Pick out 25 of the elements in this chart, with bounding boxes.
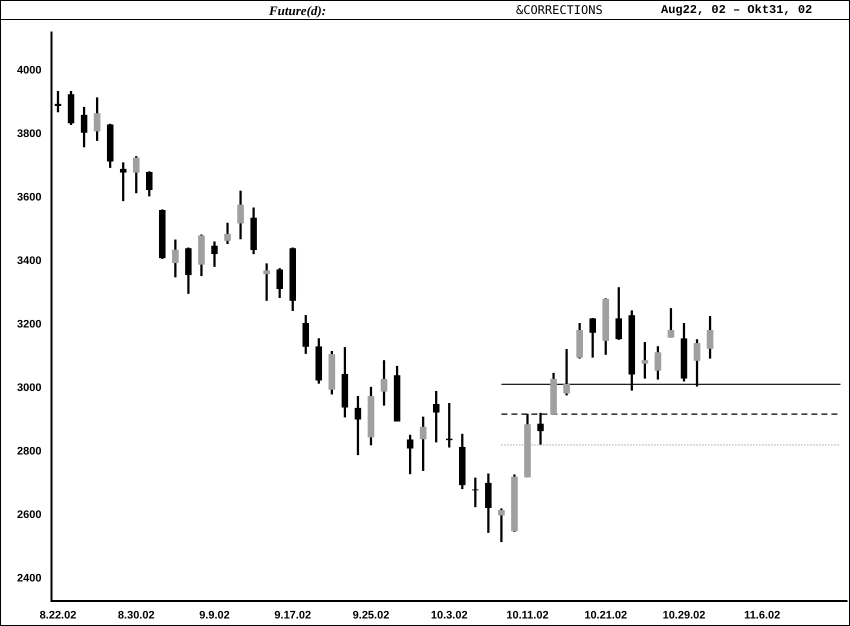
y-tick-label: 2600 [16,509,42,522]
y-tick-label: 3200 [16,318,42,331]
x-tick-label: 10.21.02 [584,609,628,622]
x-tick-label: 9.9.02 [199,609,230,622]
y-tick-label: 3600 [16,192,42,204]
y-tick-label: 2400 [16,572,42,585]
x-tick-label: 10.3.02 [430,609,468,622]
y-tick-label: 3800 [16,128,42,140]
candlestick [432,390,440,442]
y-tick-label: 3400 [16,255,42,268]
candlestick [120,162,127,202]
candlestick [642,342,648,379]
x-tick-label: 11.6.02 [744,609,780,622]
y-tick-label: 2800 [16,446,42,458]
text: Aug22, 02 – Okt31, 02 [661,3,812,17]
x-tick-label: 8.22.02 [40,609,76,622]
chart-title: Future(d): [269,3,326,19]
y-tick-label: 3000 [16,382,42,394]
y-tick-label: 4000 [16,64,42,77]
chart-subtitle: &CORRECTIONS [516,3,603,17]
x-tick-label: 9.25.02 [352,609,390,622]
x-tick-label: 9.17.02 [274,609,312,622]
x-tick-label: 8.30.02 [118,609,155,622]
x-tick-label: 10.29.02 [662,609,706,622]
x-tick-label: 10.11.02 [506,609,549,622]
